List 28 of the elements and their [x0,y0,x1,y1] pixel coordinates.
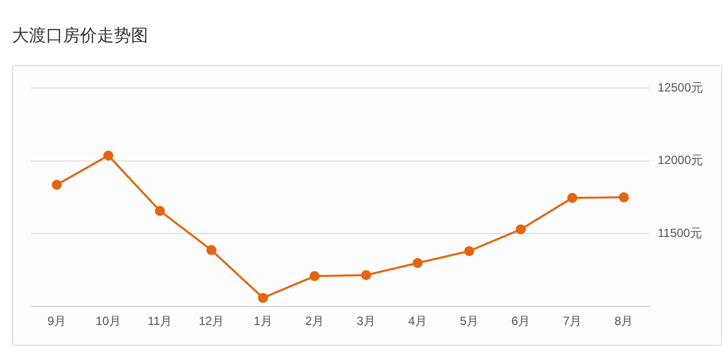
x-tick-label: 7月 [562,314,582,328]
point [618,192,629,202]
point [464,246,474,256]
x-tick-label: 12月 [198,314,224,328]
x-tick-label: 4月 [408,314,427,328]
point [516,224,526,234]
point [567,192,578,203]
x-tick-label: 6月 [511,314,530,328]
x-tick-label: 9月 [47,314,66,328]
point [361,270,372,280]
x-tick-label: 2月 [305,314,324,328]
x-tick-label: 1月 [254,314,272,328]
x-tick-label: 11月 [148,314,172,328]
y-tick-label: 11500元 [658,226,702,240]
x-tick-label: 3月 [356,314,376,328]
point [52,180,62,190]
x-tick-label: 8月 [614,314,634,328]
chart-title: 大渡口房价走势图 [12,25,148,47]
point [103,150,114,160]
y-tick-label: 12500元 [658,80,704,94]
y-tick-label: 12000元 [658,153,704,168]
x-tick-label: 10月 [96,314,122,328]
point [412,258,423,268]
point [310,271,320,282]
point [258,292,268,303]
point [154,206,165,216]
x-tick-label: 5月 [460,314,479,328]
point [206,245,216,256]
